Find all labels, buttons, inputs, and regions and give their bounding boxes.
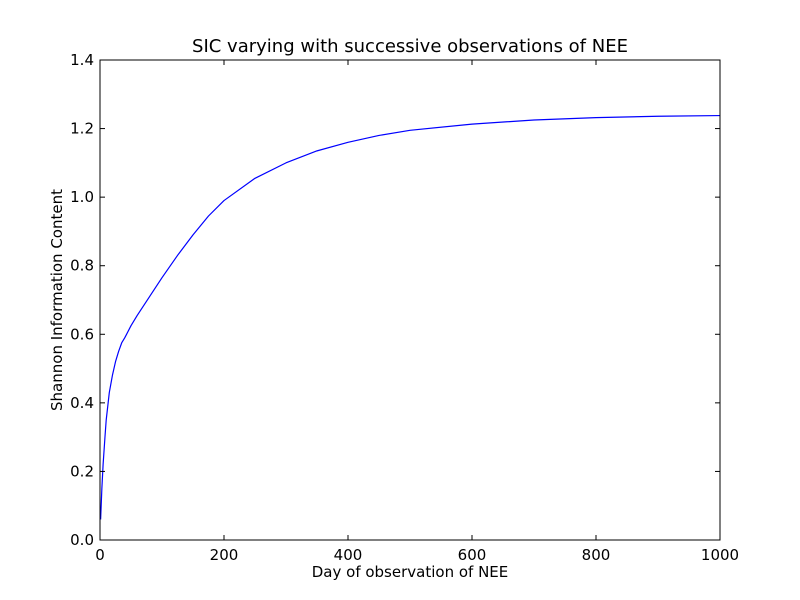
y-tick-label: 0.8 <box>70 257 94 275</box>
x-tick-label: 1000 <box>701 546 739 564</box>
x-tick-label: 400 <box>334 546 363 564</box>
series-line-0 <box>100 114 721 520</box>
y-tick-label: 0.0 <box>70 531 94 549</box>
y-tick-label: 0.6 <box>70 325 94 343</box>
y-tick-label: 1.2 <box>70 120 94 138</box>
y-tick-label: 1.0 <box>70 188 94 206</box>
y-tick-label: 0.4 <box>70 394 94 412</box>
chart-title: SIC varying with successive observations… <box>192 36 628 57</box>
x-tick-label: 600 <box>458 546 487 564</box>
y-axis-label: Shannon Information Content <box>48 189 66 411</box>
x-tick-label: 200 <box>210 546 239 564</box>
axes-frame <box>99 59 721 541</box>
x-axis-label: Day of observation of NEE <box>312 563 509 581</box>
y-tick-label: 0.2 <box>70 462 94 480</box>
x-tick-label: 0 <box>95 546 105 564</box>
x-tick-label: 800 <box>582 546 611 564</box>
y-tick-label: 1.4 <box>70 51 94 69</box>
plot-area: 0 200 400 600 800 1000 0.0 0.2 0.4 0.6 0.8 1.0 1.2 1.… <box>70 51 739 564</box>
